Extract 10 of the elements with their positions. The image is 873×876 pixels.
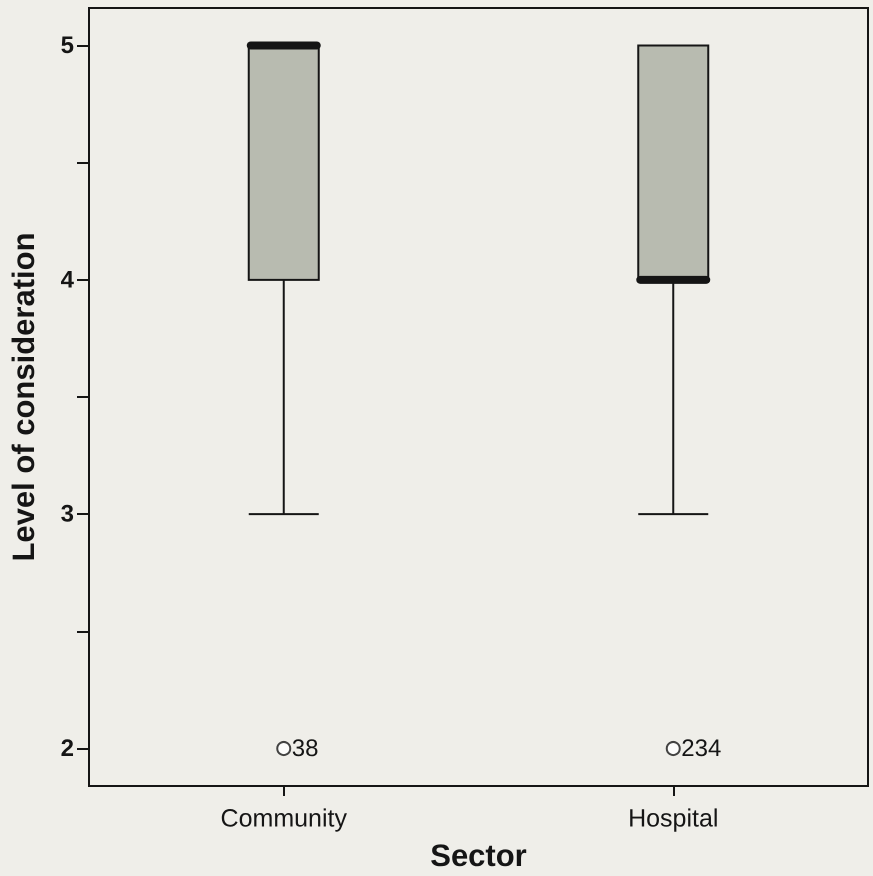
annotation: 38	[292, 735, 318, 762]
x-tick-label: Community	[220, 804, 348, 832]
y-tick-label: 2	[60, 735, 74, 762]
y-axis-title: Level of consideration	[6, 232, 41, 562]
y-tick-label: 3	[60, 500, 74, 528]
y-tick-label: 5	[60, 32, 74, 59]
x-tick-label: Hospital	[628, 804, 718, 832]
y-tick-label: 4	[60, 266, 75, 294]
x-axis-title: Sector	[430, 838, 527, 873]
annotation: 234	[681, 735, 722, 762]
